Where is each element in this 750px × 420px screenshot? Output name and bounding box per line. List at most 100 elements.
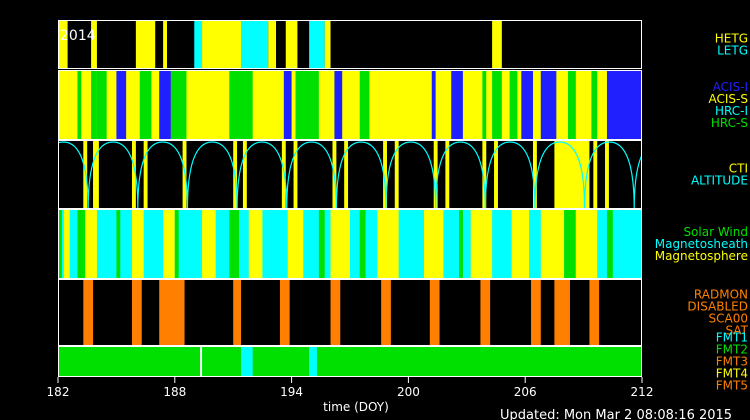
panel-radmon-frame: [58, 279, 642, 346]
panel-instrument-segment-18: [540, 70, 557, 140]
panel-grating-segment-2: [91, 20, 97, 69]
panel-environment-segment-8: [202, 209, 216, 279]
legend-instrument-2: HRC-I: [715, 104, 748, 118]
panel-grating-segment-0: [58, 20, 68, 69]
panel-instrument-segment-13: [451, 70, 463, 140]
legend-format-2: FMT3: [716, 355, 748, 369]
panel-environment-segment-9: [229, 209, 240, 279]
panel-format-segment-1: [240, 346, 253, 377]
panel-radmon-segment-3: [233, 279, 241, 346]
panel-radiation: [58, 140, 642, 209]
panel-grating-segment-8: [240, 20, 269, 69]
panel-radmon-segment-8: [480, 279, 491, 346]
panel-grating-segment-10: [285, 20, 298, 69]
panel-environment-segment-13: [330, 209, 350, 279]
panel-instrument-segment-10: [334, 70, 343, 140]
panel-grating-segment-3: [135, 20, 156, 69]
panel-environment-frame: [58, 209, 642, 279]
legend-format-1: FMT2: [716, 343, 748, 357]
panel-instrument-segment-12: [431, 70, 436, 140]
panel-environment-segment-19: [511, 209, 530, 279]
panel-instrument-segment-16: [509, 70, 518, 140]
panel-instrument-segment-7: [229, 70, 253, 140]
panel-radmon-segment-10: [554, 279, 570, 346]
panel-environment-segment-4: [116, 209, 121, 279]
year-label: 2014: [60, 28, 96, 44]
legend-radmon-0: RADMON: [694, 288, 748, 302]
updated-timestamp: Updated: Mon Mar 2 08:08:16 2015: [500, 408, 732, 420]
legend-instrument-1: ACIS-S: [709, 92, 748, 106]
panel-instrument-segment-5: [159, 70, 171, 140]
panel-radiation-segment-15: [482, 140, 487, 209]
panel-radiation-segment-18: [554, 140, 590, 209]
panel-radiation-segment-20: [605, 140, 609, 209]
legend-environment-1: Magnetosheath: [655, 237, 748, 251]
panel-instrument-segment-15: [492, 70, 502, 140]
panel-radiation-segment-16: [494, 140, 498, 209]
panel-instrument: [58, 70, 642, 140]
panel-grating-segment-13: [492, 20, 502, 69]
panel-radiation-segment-17: [532, 140, 537, 209]
panel-instrument-segment-19: [568, 70, 576, 140]
panel-grating-segment-6: [194, 20, 203, 69]
legend-format-3: FMT4: [716, 367, 748, 381]
legend-format-4: FMT5: [716, 379, 748, 393]
panel-environment-segment-10: [248, 209, 263, 279]
legend-format-0: FMT1: [716, 331, 748, 345]
panel-radiation-segment-1: [93, 140, 99, 209]
panel-instrument-segment-2: [96, 70, 107, 140]
legend-radmon-1: DISABLED: [687, 300, 748, 314]
panel-environment-segment-11: [287, 209, 304, 279]
panel-radmon-segment-11: [589, 279, 600, 346]
panel-format-frame: [58, 346, 642, 377]
panel-grating-segment-11: [309, 20, 325, 69]
panel-radiation-frame: [58, 140, 642, 209]
legend-instrument-0: ACIS-I: [713, 80, 748, 94]
panel-radmon-segment-2: [159, 279, 185, 346]
panel-instrument-segment-11: [359, 70, 370, 140]
panels-layer: [58, 20, 642, 377]
panel-radmon-background: [58, 279, 642, 346]
x-tick-label-4: 206: [514, 385, 537, 399]
panel-format-segment-2: [309, 346, 317, 377]
panel-format-background: [58, 346, 642, 377]
legend-radiation-0: CTI: [729, 162, 748, 176]
panel-radiation-segment-7: [281, 140, 286, 209]
panel-environment-segment-15: [377, 209, 399, 279]
panel-instrument-segment-17: [521, 70, 533, 140]
panel-radiation-segment-0: [83, 140, 88, 209]
panel-instrument-frame: [58, 70, 642, 140]
panel-grating-segment-7: [202, 20, 241, 69]
x-tick-label-3: 200: [397, 385, 420, 399]
panel-grating-segment-9: [268, 20, 277, 69]
panel-environment-segment-7: [174, 209, 179, 279]
panel-grating-segment-4: [155, 20, 164, 69]
panel-instrument-segment-1: [91, 70, 97, 140]
panel-environment-segment-6: [163, 209, 175, 279]
legend-grating-1: LETG: [717, 44, 748, 58]
panel-radiation-segment-3: [143, 140, 148, 209]
panel-instrument-segment-21: [606, 70, 642, 140]
panel-instrument-segment-6: [170, 70, 187, 140]
panel-radiation-segment-12: [394, 140, 399, 209]
x-axis-label: time (DOY): [323, 400, 389, 414]
panel-radiation-segment-13: [433, 140, 438, 209]
legend-radmon-3: SAT: [726, 324, 749, 338]
panel-radiation-segment-2: [131, 140, 136, 209]
panel-grating-segment-1: [67, 20, 92, 69]
panel-radiation-segment-8: [293, 140, 298, 209]
legend-radmon-2: SCA00: [709, 312, 748, 326]
legend-environment-2: Magnetosphere: [655, 249, 748, 263]
panel-environment: [58, 209, 642, 279]
panel-radiation-segment-10: [344, 140, 349, 209]
panel-radmon-segment-7: [429, 279, 440, 346]
panel-environment-segment-21: [564, 209, 576, 279]
panel-radiation-segment-6: [242, 140, 247, 209]
panel-grating-segment-5: [163, 20, 168, 69]
panel-format-segment-0: [200, 346, 203, 377]
panel-radiation-segment-11: [383, 140, 387, 209]
panel-instrument-segment-9: [295, 70, 319, 140]
panel-environment-segment-14: [359, 209, 366, 279]
